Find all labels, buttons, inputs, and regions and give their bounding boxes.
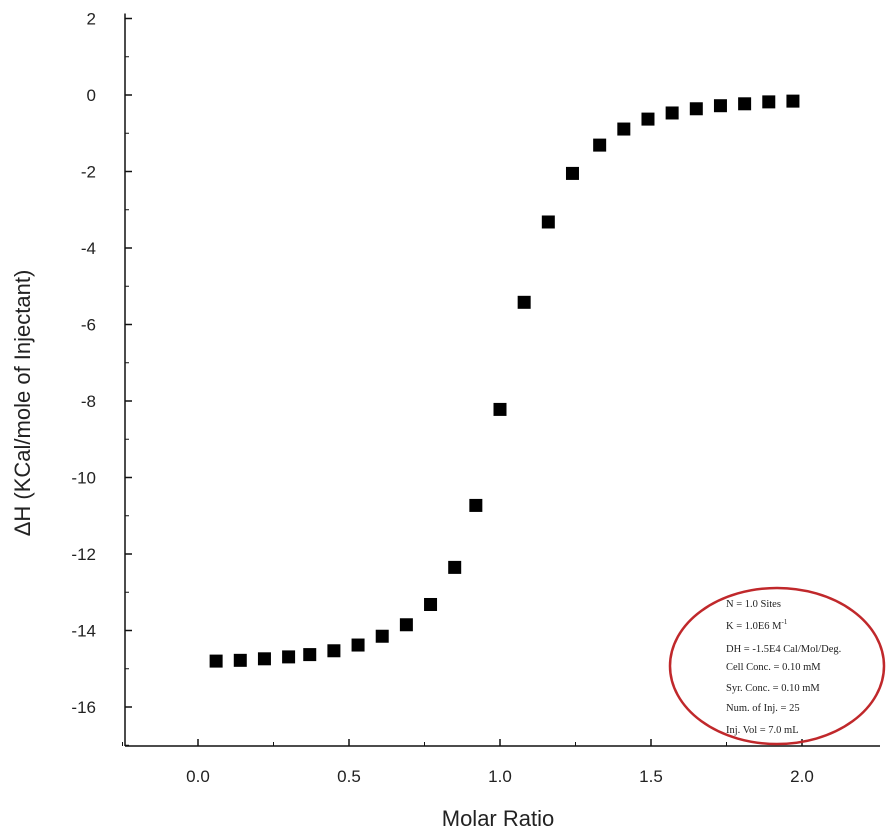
data-point [593, 138, 607, 152]
annotation-circle [668, 586, 886, 746]
data-point [399, 618, 413, 632]
y-tick-label: -14 [71, 622, 96, 641]
data-point [375, 629, 389, 643]
data-point [448, 560, 462, 574]
y-tick-label: -10 [71, 469, 96, 488]
annotation-line-dh: DH = -1.5E4 Cal/Mol/Deg. [726, 644, 841, 655]
data-point [351, 638, 365, 652]
y-tick-label: -8 [81, 392, 96, 411]
data-point [233, 653, 247, 667]
y-tick-label: 0 [87, 86, 96, 105]
data-point [565, 166, 579, 180]
data-point [327, 644, 341, 658]
y-axis-label: ΔH (KCal/mole of Injectant) [10, 270, 35, 537]
data-point [689, 102, 703, 116]
data-point [738, 97, 752, 111]
x-tick-label: 0.0 [186, 767, 210, 786]
annotation-line-inj-vol: Inj. Vol = 7.0 mL [726, 725, 799, 736]
data-point [257, 652, 271, 666]
data-points [209, 94, 800, 668]
data-point [209, 654, 223, 668]
annotation-line-syr-conc: Syr. Conc. = 0.10 mM [726, 683, 820, 694]
x-axis-label: Molar Ratio [442, 806, 554, 831]
y-tick-label: -4 [81, 239, 96, 258]
data-point [786, 94, 800, 108]
y-tick-label: -2 [81, 163, 96, 182]
x-tick-label: 1.0 [488, 767, 512, 786]
y-tick-label: -6 [81, 316, 96, 335]
data-point [424, 597, 438, 611]
data-point [665, 106, 679, 120]
annotation-line-cell-conc: Cell Conc. = 0.10 mM [726, 662, 821, 673]
data-point [282, 650, 296, 664]
annotation-line-num-inj: Num. of Inj. = 25 [726, 703, 800, 714]
x-tick-label: 2.0 [790, 767, 814, 786]
annotation-line-k-text: K = 1.0E6 M [726, 621, 782, 632]
data-point [517, 295, 531, 309]
data-point [303, 648, 317, 662]
annotation-line-k-superscript: -1 [782, 618, 788, 626]
y-tick-label: -12 [71, 545, 96, 564]
annotation-line-n: N = 1.0 Sites [726, 599, 781, 610]
x-axis: 0.0 0.5 1.0 1.5 2.0 [122, 739, 880, 786]
data-point [617, 122, 631, 136]
data-point [641, 112, 655, 126]
data-point [493, 402, 507, 416]
y-tick-label: -16 [71, 698, 96, 717]
x-tick-label: 0.5 [337, 767, 361, 786]
y-tick-label: 2 [87, 10, 96, 29]
data-point [762, 95, 776, 109]
data-point [541, 215, 555, 229]
data-point [713, 99, 727, 113]
data-point [469, 498, 483, 512]
x-tick-label: 1.5 [639, 767, 663, 786]
fit-parameters-annotation: N = 1.0 Sites K = 1.0E6 M-1 DH = -1.5E4 … [668, 586, 886, 746]
annotation-line-k: K = 1.0E6 M-1 [726, 618, 788, 632]
y-axis: 2 0 -2 -4 -6 -8 -10 -12 -14 -16 [71, 10, 132, 746]
